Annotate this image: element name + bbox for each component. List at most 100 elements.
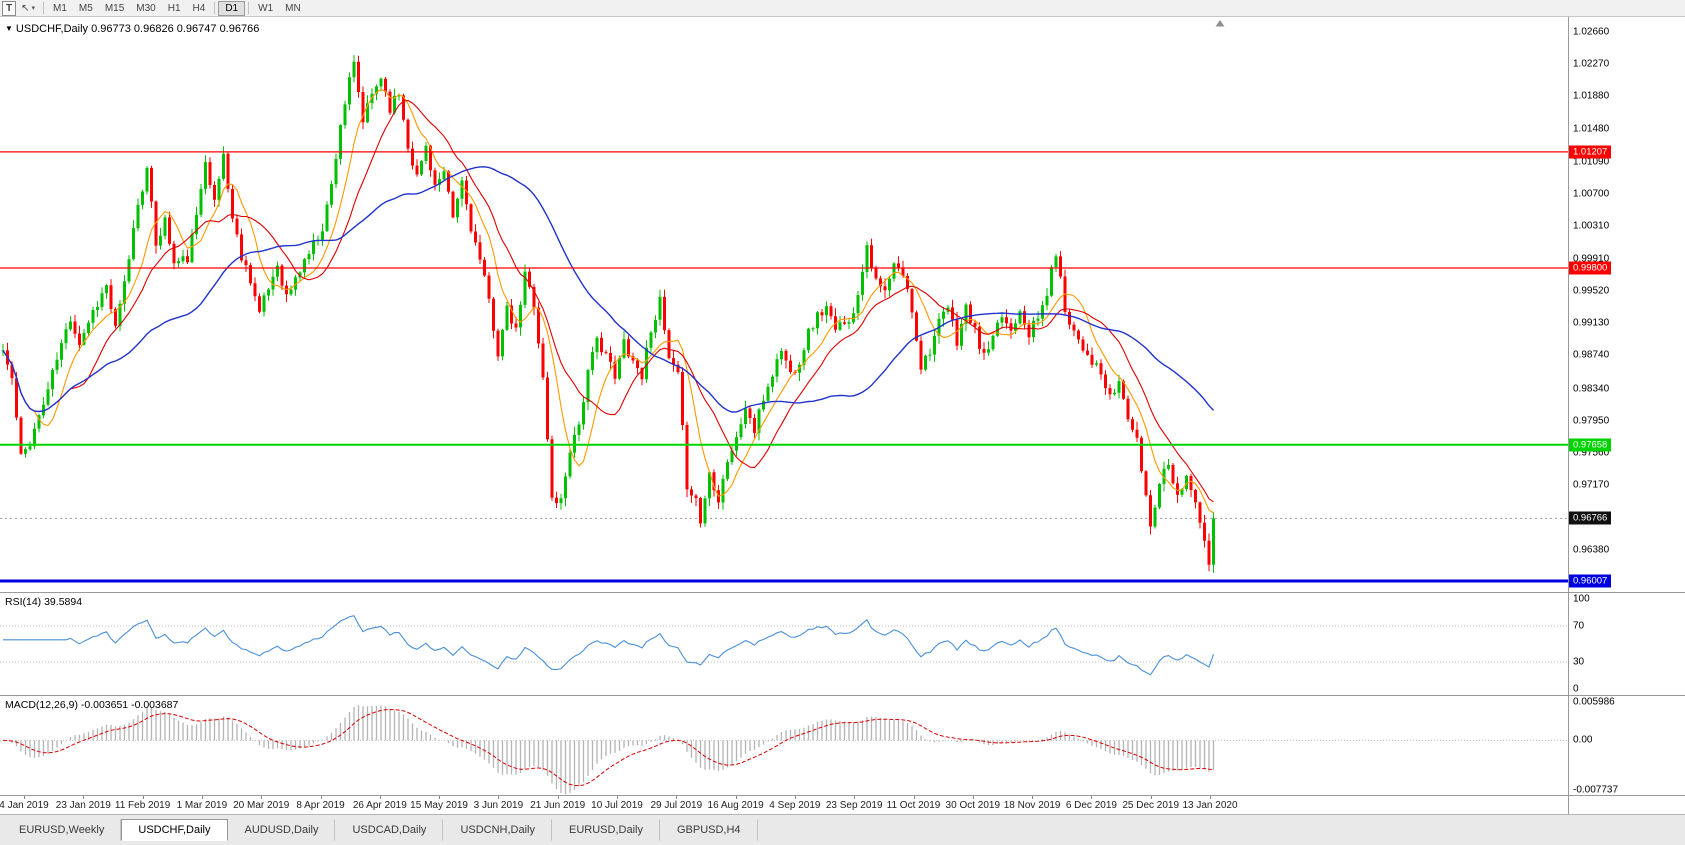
macd-axis[interactable]: 0.005986 0.00 -0.007737	[1568, 696, 1685, 796]
price-tick: 1.01880	[1573, 90, 1610, 102]
chart-type-button[interactable]: T	[2, 0, 17, 16]
rsi-label: RSI(14) 39.5894	[5, 596, 83, 608]
price-tick: 0.97560	[1573, 447, 1610, 459]
date-tick	[913, 796, 915, 799]
main-chart-panel: ▼ USDCHF,Daily 0.96773 0.96826 0.96747 0.…	[0, 17, 1685, 592]
date-label: 6 Dec 2019	[1065, 800, 1117, 811]
date-tick	[1032, 796, 1034, 799]
timeframe-mn-button[interactable]: MN	[285, 2, 301, 14]
cursor-tool-button[interactable]: ↖ ▾	[16, 1, 40, 16]
date-tick	[83, 796, 85, 799]
chart-tab-eurusd-daily[interactable]: EURUSD,Daily	[552, 819, 660, 841]
timeframe-w1-button[interactable]: W1	[258, 2, 274, 14]
hline-price-badge: 0.97658	[1569, 438, 1612, 452]
chart-tab-gbpusd-h4[interactable]: GBPUSD,H4	[660, 819, 758, 841]
timeframe-m1-button[interactable]: M1	[53, 2, 67, 14]
price-tick: 1.02270	[1573, 58, 1610, 70]
chart-tab-eurusd-weekly[interactable]: EURUSD,Weekly	[2, 819, 122, 841]
macd-axis-top: 0.005986	[1573, 696, 1615, 708]
date-tick	[676, 796, 678, 799]
price-tick: 1.01480	[1573, 123, 1610, 135]
date-label: 13 Jan 2020	[1182, 800, 1238, 811]
date-tick	[142, 796, 144, 799]
date-label: 16 Aug 2019	[707, 800, 764, 811]
date-tick	[379, 796, 381, 799]
timeframe-d1-button[interactable]: D1	[218, 0, 246, 16]
date-label: 23 Sep 2019	[825, 800, 883, 811]
chart-symbol-label: ▼ USDCHF,Daily 0.96773 0.96826 0.96747 0.…	[5, 23, 259, 35]
cursor-icon: ↖	[21, 2, 30, 14]
date-label: 21 Jun 2019	[530, 800, 586, 811]
rsi-tick: 70	[1573, 620, 1585, 632]
price-tick: 0.98740	[1573, 349, 1610, 361]
date-tick	[854, 796, 856, 799]
macd-axis-bottom: -0.007737	[1573, 784, 1619, 796]
timeframe-m5-button[interactable]: M5	[78, 2, 93, 14]
price-tick: 1.00700	[1573, 188, 1610, 200]
date-label: 29 Jul 2019	[650, 800, 703, 811]
rsi-axis[interactable]: 100 70 30 0	[1568, 593, 1685, 695]
toolbar-separator	[214, 2, 216, 14]
price-tick: 0.98340	[1573, 383, 1610, 394]
main-chart-plot[interactable]: ▼ USDCHF,Daily 0.96773 0.96826 0.96747 0.…	[0, 17, 1568, 592]
date-label: 25 Dec 2019	[1122, 800, 1180, 811]
date-label: 3 Jun 2019	[473, 800, 524, 811]
date-tick	[201, 796, 203, 799]
price-tick: 0.97170	[1573, 479, 1610, 491]
timeframe-m30-button[interactable]: M30	[136, 2, 156, 14]
price-axis[interactable]: 1.02660 1.02270 1.01880 1.01480 1.01090 1.007…	[1568, 17, 1685, 592]
price-tick: 1.00310	[1573, 220, 1610, 232]
date-label: 10 Jul 2019	[591, 800, 643, 811]
chart-shift-marker	[1215, 20, 1225, 27]
date-label: 26 Apr 2019	[352, 800, 407, 811]
date-tick	[1210, 796, 1211, 799]
price-tick: 0.99910	[1573, 253, 1610, 265]
chart-tab-audusd-daily[interactable]: AUDUSD,Daily	[228, 819, 336, 841]
date-tick	[320, 796, 322, 799]
panel-splitter-rsi[interactable]	[0, 592, 1685, 593]
date-label: 11 Oct 2019	[886, 800, 941, 811]
toolbar: T ↖ ▾ M1 M5 M15 M30 H1 H4 D1 W1 MN	[0, 0, 1685, 17]
timeframe-h4-button[interactable]: H4	[192, 2, 206, 14]
macd-panel: MACD(12,26,9) -0.003651 -0.003687 0.0059…	[0, 696, 1685, 796]
date-tick	[617, 796, 618, 799]
timeframe-group: M1 M5 M15 M30 H1 H4 D1 W1 MN	[47, 0, 307, 16]
chart-tab-usdchf-daily[interactable]: USDCHF,Daily	[121, 819, 228, 841]
date-tick	[498, 796, 500, 799]
rsi-tick: 30	[1573, 656, 1585, 668]
date-label: 8 Apr 2019	[296, 800, 345, 811]
panel-splitter-macd[interactable]	[0, 695, 1685, 696]
date-axis[interactable]: 4 Jan 2019 23 Jan 2019 11 Feb 2019 1 Mar 20…	[0, 795, 1685, 814]
toolbar-separator	[248, 2, 250, 14]
timeframe-h1-button[interactable]: H1	[167, 2, 181, 14]
date-tick	[972, 796, 974, 799]
symbol-name: USDCHF,Daily	[15, 23, 89, 35]
price-tick: 0.99520	[1573, 285, 1610, 297]
chart-tab-usdcad-daily[interactable]: USDCAD,Daily	[335, 819, 444, 841]
hline-price-badge: 1.01207	[1569, 145, 1612, 159]
date-tick	[1091, 796, 1093, 799]
date-label: 4 Jan 2019	[0, 800, 49, 811]
chart-tabs: EURUSD,Weekly USDCHF,Daily AUDUSD,Daily USD…	[0, 814, 1685, 845]
date-tick	[557, 796, 559, 799]
date-label: 1 Mar 2019	[176, 800, 228, 811]
ohlc-values: 0.96773 0.96826 0.96747 0.96766	[91, 23, 260, 35]
collapse-icon: ▼	[5, 24, 13, 33]
macd-plot[interactable]: MACD(12,26,9) -0.003651 -0.003687	[0, 696, 1568, 795]
rsi-tick: 0	[1573, 683, 1579, 695]
toolbar-separator	[43, 2, 45, 14]
date-tick	[735, 796, 737, 799]
rsi-tick: 100	[1573, 593, 1590, 605]
macd-label: MACD(12,26,9) -0.003651 -0.003687	[5, 699, 179, 711]
rsi-plot[interactable]: RSI(14) 39.5894	[0, 593, 1568, 695]
timeframe-m15-button[interactable]: M15	[104, 2, 125, 14]
macd-axis-zero: 0.00	[1573, 734, 1593, 746]
date-label: 23 Jan 2019	[55, 800, 111, 811]
date-tick	[24, 796, 25, 799]
hline-price-badge: 0.96007	[1569, 574, 1612, 588]
date-tick	[794, 796, 796, 799]
date-axis-labels: 4 Jan 2019 23 Jan 2019 11 Feb 2019 1 Mar 20…	[0, 796, 1568, 814]
date-tick	[1150, 796, 1152, 799]
date-label: 18 Nov 2019	[1003, 800, 1061, 811]
chart-tab-usdcnh-daily[interactable]: USDCNH,Daily	[443, 819, 552, 841]
